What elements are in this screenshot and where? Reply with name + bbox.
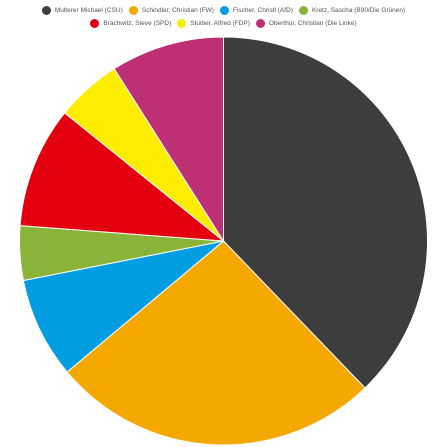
legend-label-csu: Multerer Michael (CSU) — [54, 7, 123, 14]
pie-slice-fw[interactable] — [66, 240, 366, 446]
chart-legend: Multerer Michael (CSU) Schindler, Christ… — [0, 4, 447, 30]
legend-swatch-linke — [255, 19, 265, 28]
legend-row-1: Multerer Michael (CSU) Schindler, Christ… — [0, 4, 447, 17]
legend-label-linke: Oberthür, Christian (Die Linke) — [268, 20, 357, 27]
legend-item-linke[interactable]: Oberthür, Christian (Die Linke) — [255, 17, 357, 30]
legend-swatch-fw — [128, 6, 138, 15]
legend-swatch-gruene — [298, 6, 308, 15]
legend-swatch-spd — [90, 19, 100, 28]
pie-slice-spd[interactable] — [19, 112, 226, 242]
legend-label-fdp: Stuiber, Alfred (FDP) — [190, 20, 250, 27]
legend-label-gruene: Kretz, Sascha (B90/Die Grünen) — [311, 7, 406, 14]
legend-swatch-csu — [41, 6, 51, 15]
pie-slice-afd[interactable] — [22, 240, 224, 373]
legend-item-fdp[interactable]: Stuiber, Alfred (FDP) — [177, 17, 250, 30]
legend-row-2: Brachwitz, Steve (SPD) Stuiber, Alfred (… — [0, 17, 447, 30]
legend-swatch-fdp — [177, 19, 187, 28]
legend-swatch-afd — [219, 6, 229, 15]
legend-item-afd[interactable]: Fischer, Christl (AfD) — [219, 4, 293, 17]
legend-item-csu[interactable]: Multerer Michael (CSU) — [41, 4, 123, 17]
pie-slice-linke[interactable] — [113, 36, 224, 243]
legend-item-gruene[interactable]: Kretz, Sascha (B90/Die Grünen) — [298, 4, 406, 17]
legend-label-fw: Schindler, Christian (FW) — [141, 7, 214, 14]
legend-label-spd: Brachwitz, Steve (SPD) — [103, 20, 172, 27]
legend-item-fw[interactable]: Schindler, Christian (FW) — [128, 4, 214, 17]
pie-slice-csu[interactable] — [223, 36, 428, 389]
legend-label-afd: Fischer, Christl (AfD) — [232, 7, 293, 14]
legend-item-spd[interactable]: Brachwitz, Steve (SPD) — [90, 17, 171, 30]
